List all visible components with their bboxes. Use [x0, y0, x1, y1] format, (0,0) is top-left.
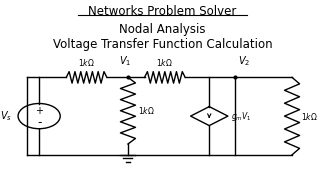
Text: Nodal Analysis: Nodal Analysis: [119, 22, 206, 35]
Text: Voltage Transfer Function Calculation: Voltage Transfer Function Calculation: [53, 38, 272, 51]
Text: $g_m V_1$: $g_m V_1$: [231, 110, 251, 123]
Text: $1k\Omega$: $1k\Omega$: [139, 105, 155, 116]
Text: +: +: [35, 106, 43, 116]
Text: $1k\Omega$: $1k\Omega$: [156, 57, 173, 68]
Text: -: -: [37, 116, 41, 129]
Text: Networks Problem Solver: Networks Problem Solver: [88, 5, 237, 18]
Text: $V_2$: $V_2$: [238, 54, 250, 68]
Text: $1k\Omega$: $1k\Omega$: [78, 57, 95, 68]
Text: $V_1$: $V_1$: [119, 54, 131, 68]
Text: $1k\Omega$: $1k\Omega$: [301, 111, 318, 122]
Text: $V_s$: $V_s$: [0, 109, 12, 123]
